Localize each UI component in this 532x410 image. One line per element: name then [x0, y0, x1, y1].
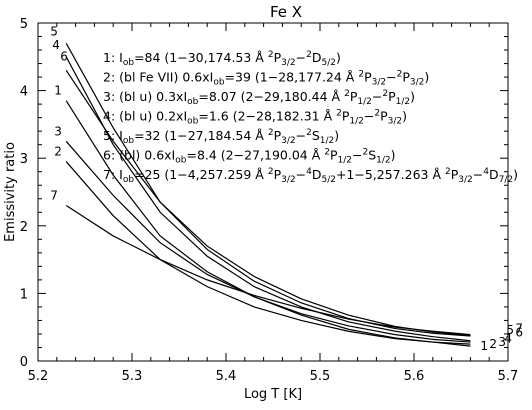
curve-start-label: 5	[50, 24, 58, 38]
legend-entry-2: 2: (bl Fe VII) 0.6xIob=39 (1−28,177.24 Å…	[103, 70, 429, 88]
y-tick-label: 0	[20, 355, 28, 370]
curve-series-2	[65, 161, 471, 345]
curve-start-labels: 1 2 3 456 7	[50, 24, 68, 202]
curve-start-label: 6	[60, 49, 68, 63]
curve-end-label: 3	[498, 335, 506, 349]
curve-end-label: 7	[515, 322, 523, 336]
legend-entry-7: 7: Iob=25 (1−4,257.259 Å 2P3/2−4D5/2+1−5…	[103, 167, 518, 185]
y-tick-label: 4	[20, 85, 28, 100]
curve-end-label: 5	[506, 323, 514, 337]
curve-end-label: 2	[489, 337, 497, 351]
y-axis-label: Emissivity ratio	[3, 142, 18, 242]
y-tick-label: 3	[20, 152, 28, 167]
legend-entry-4: 4: (bl u) 0.2xIob=1.6 (2−28,182.31 Å 2P1…	[103, 109, 407, 127]
x-tick-label: 5.6	[404, 369, 425, 384]
x-tick-label: 5.3	[122, 369, 143, 384]
x-tick-label: 5.7	[498, 369, 519, 384]
legend: 1: Iob=84 (1−30,174.53 Å 2P3/2−2D5/2) 2: …	[103, 50, 518, 185]
y-tick-label: 5	[20, 17, 28, 32]
legend-entry-3: 3: (bl u) 0.3xIob=8.07 (2−29,180.44 Å 2P…	[103, 89, 415, 107]
curve-start-label: 4	[52, 38, 60, 52]
y-tick-label: 1	[20, 287, 28, 302]
plot-frame	[37, 22, 509, 362]
curve-end-label: 1	[480, 339, 488, 353]
curve-end-label: 4	[504, 332, 512, 346]
emissivity-curves	[65, 42, 471, 347]
curve-end-labels: 1 2 345 67	[480, 322, 523, 353]
curve-end-label: 6	[515, 325, 523, 339]
curve-series-4	[65, 56, 471, 342]
legend-entry-5: 5: Iob=32 (1−27,184.54 Å 2P3/2−2S1/2)	[103, 128, 339, 146]
chart-title: Fe X	[270, 3, 302, 21]
x-tick-label: 5.4	[216, 369, 237, 384]
curve-start-label: 2	[54, 145, 62, 159]
x-tick-label: 5.5	[310, 369, 331, 384]
curve-series-3	[65, 140, 471, 343]
x-tick-label: 5.2	[28, 369, 49, 384]
curve-start-label: 7	[50, 189, 58, 203]
legend-entry-6: 6: (bl) 0.6xIob=8.4 (2−27,190.04 Å 2P1/2…	[103, 148, 396, 166]
curve-series-5	[65, 42, 471, 337]
curve-series-7	[65, 205, 471, 336]
curve-start-label: 3	[54, 124, 62, 138]
curve-start-label: 1	[54, 84, 62, 98]
legend-entry-1: 1: Iob=84 (1−30,174.53 Å 2P3/2−2D5/2)	[103, 50, 341, 68]
y-tick-label: 2	[20, 220, 28, 235]
x-axis-label: Log T [K]	[244, 387, 302, 402]
